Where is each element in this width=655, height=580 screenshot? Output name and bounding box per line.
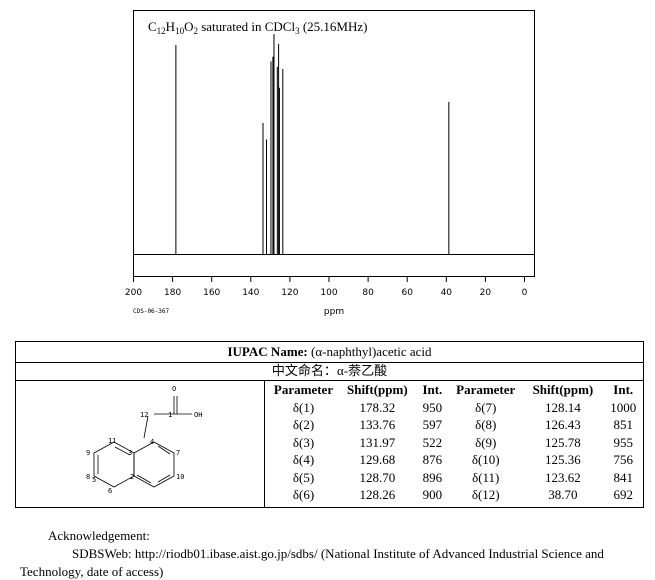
table-cell: δ(3) xyxy=(292,434,315,450)
x-axis-label: ppm xyxy=(324,307,344,317)
table-cell: δ(12) xyxy=(471,487,500,503)
iupac-label: IUPAC Name: xyxy=(227,344,308,359)
x-tick-label: 200 xyxy=(125,288,142,298)
nmr-spectrum-chart: C12H10O2 saturated in CDCl3 (25.16MHz) 2… xyxy=(125,10,535,317)
table-cell: 1000 xyxy=(610,399,637,415)
table-cell: δ(10) xyxy=(471,452,500,468)
table-cell: δ(2) xyxy=(292,417,315,433)
peak-table: Parameter Shift(ppm) Int. Parameter Shif… xyxy=(268,380,643,504)
table-cell: δ(7) xyxy=(475,399,497,415)
x-axis-ticks: 200 180 160 140 120 100 80 60 40 20 0 xyxy=(125,276,528,298)
table-cell: 756 xyxy=(613,452,633,468)
table-cell: 900 xyxy=(422,487,443,503)
hydroxyl-label: OH xyxy=(194,411,202,419)
header-parameter-1: Parameter xyxy=(273,381,334,397)
cn-value: α-萘乙酸 xyxy=(336,363,388,378)
table-row: δ(3) 131.97 522 δ(9) 125.78 955 xyxy=(268,434,643,452)
table-cell: 128.26 xyxy=(359,487,396,503)
atom-label-8: 8 xyxy=(86,473,90,481)
header-shift-2: Shift(ppm) xyxy=(532,381,594,397)
atom-label-10: 10 xyxy=(176,473,184,481)
x-tick-label: 80 xyxy=(362,288,374,298)
table-cell: 950 xyxy=(422,399,443,415)
table-cell: δ(4) xyxy=(292,452,315,468)
table-cell: δ(11) xyxy=(472,469,500,485)
sdbs-citation: SDBSWeb: http://riodb01.ibase.aist.go.jp… xyxy=(72,546,604,561)
chinese-name-row: 中文命名：α-萘乙酸 xyxy=(16,362,643,381)
atom-label-1: 1 xyxy=(168,411,172,419)
atom-label-6: 6 xyxy=(108,487,112,495)
table-cell: 126.43 xyxy=(545,417,581,433)
sdbs-citation-continued: Technology, date of access) xyxy=(20,564,164,579)
table-cell: 692 xyxy=(613,487,633,503)
atom-label-3: 3 xyxy=(128,449,132,457)
table-row: δ(4) 129.68 876 δ(10) 125.36 756 xyxy=(268,452,643,470)
atom-label-2: 2 xyxy=(130,473,134,481)
table-row: δ(1) 178.32 950 δ(7) 128.14 1000 xyxy=(268,399,643,417)
iupac-name-row: IUPAC Name: (α-naphthyl)acetic acid xyxy=(16,342,643,363)
x-tick-label: 20 xyxy=(480,288,492,298)
atom-label-12: 12 xyxy=(140,411,148,419)
header-parameter-2: Parameter xyxy=(456,381,516,397)
table-cell: δ(5) xyxy=(292,469,315,485)
table-cell: δ(8) xyxy=(475,417,497,433)
table-cell: 133.76 xyxy=(359,417,396,433)
chart-title: C12H10O2 saturated in CDCl3 (25.16MHz) xyxy=(148,19,367,36)
atom-label-9: 9 xyxy=(86,449,90,457)
table-cell: 125.36 xyxy=(545,452,581,468)
info-table: IUPAC Name: (α-naphthyl)acetic acid 中文命名… xyxy=(15,341,644,508)
table-cell: 123.62 xyxy=(545,469,581,485)
table-cell: 131.97 xyxy=(359,434,396,450)
table-row: δ(5) 128.70 896 δ(11) 123.62 841 xyxy=(268,469,643,487)
oxygen-label: O xyxy=(172,385,176,393)
table-cell: 597 xyxy=(422,417,443,433)
x-tick-label: 160 xyxy=(203,288,220,298)
atom-label-4: 4 xyxy=(150,438,154,446)
table-cell: 522 xyxy=(422,434,443,450)
table-cell: 128.14 xyxy=(545,399,581,415)
table-cell: 128.70 xyxy=(359,469,396,485)
plot-frame xyxy=(133,10,535,277)
table-cell: 125.78 xyxy=(545,434,581,450)
iupac-value: (α-naphthyl)acetic acid xyxy=(307,344,432,359)
acknowledgement-label: Acknowledgement: xyxy=(48,528,150,543)
table-row: δ(2) 133.76 597 δ(8) 126.43 851 xyxy=(268,417,643,435)
table-cell: 955 xyxy=(613,434,633,450)
x-tick-label: 120 xyxy=(281,288,298,298)
header-int-1: Int. xyxy=(422,381,443,397)
atom-label-11: 11 xyxy=(108,437,116,445)
table-cell: 38.70 xyxy=(548,487,578,503)
table-cell: 841 xyxy=(613,469,633,485)
peaks xyxy=(175,34,450,255)
x-tick-label: 60 xyxy=(401,288,413,298)
header-int-2: Int. xyxy=(613,381,634,397)
table-cell: 896 xyxy=(422,469,443,485)
table-cell: δ(6) xyxy=(292,487,315,503)
spectrum-code: CDS-06-367 xyxy=(133,308,170,315)
x-tick-label: 0 xyxy=(522,288,528,298)
table-cell: 129.68 xyxy=(359,452,396,468)
x-tick-label: 180 xyxy=(164,288,181,298)
molecule-structure: O OH 12 1 11 4 9 3 7 8 10 5 2 6 xyxy=(86,385,202,495)
x-tick-label: 140 xyxy=(242,288,259,298)
header-shift-1: Shift(ppm) xyxy=(346,381,408,397)
table-cell: δ(9) xyxy=(475,434,497,450)
x-tick-label: 100 xyxy=(320,288,337,298)
structure-cell: O OH 12 1 11 4 9 3 7 8 10 5 2 6 xyxy=(16,380,265,507)
atom-label-7: 7 xyxy=(176,449,180,457)
cn-label: 中文命名： xyxy=(271,363,337,378)
table-cell: 851 xyxy=(613,417,633,433)
peak-table-header: Parameter Shift(ppm) Int. Parameter Shif… xyxy=(268,380,643,399)
table-cell: δ(1) xyxy=(292,399,315,415)
table-cell: 876 xyxy=(422,452,443,468)
atom-label-5: 5 xyxy=(92,476,96,484)
table-row: δ(6) 128.26 900 δ(12) 38.70 692 xyxy=(268,487,643,505)
table-cell: 178.32 xyxy=(359,399,396,415)
x-tick-label: 40 xyxy=(441,288,453,298)
